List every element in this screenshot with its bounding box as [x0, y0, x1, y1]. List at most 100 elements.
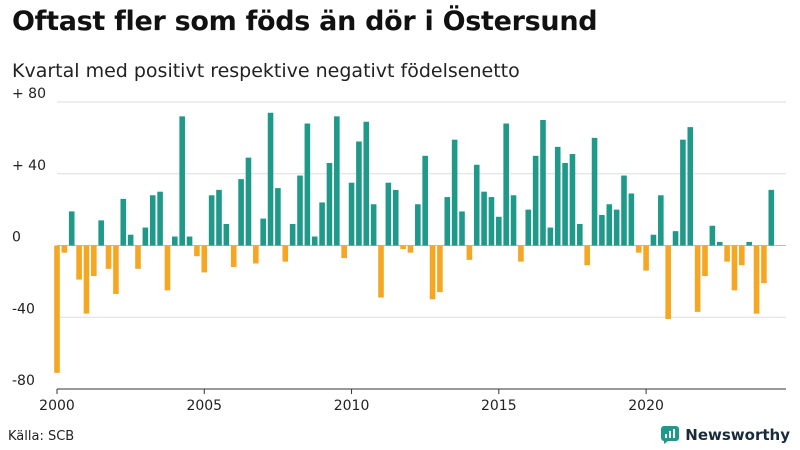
bar [319, 202, 325, 246]
bar [61, 245, 68, 253]
bar [260, 218, 266, 246]
bar [179, 116, 185, 246]
bar [562, 162, 568, 246]
bar [201, 245, 208, 273]
bar [437, 245, 443, 293]
bar [643, 245, 649, 271]
x-tick-label: 2000 [39, 398, 75, 414]
bar [658, 195, 664, 246]
bar [223, 223, 230, 246]
bar [334, 116, 340, 246]
bar [68, 211, 75, 246]
bar [496, 216, 502, 246]
y-tick-label: + 40 [12, 158, 46, 174]
bar [577, 223, 583, 246]
bar [429, 245, 436, 300]
bar [54, 245, 60, 373]
bar [297, 175, 303, 246]
bar [488, 197, 495, 246]
bar [370, 204, 377, 246]
bar [172, 236, 178, 246]
bar [275, 188, 281, 246]
bar [628, 193, 635, 246]
y-axis-ticks: + 80 + 40 0 -40 -80 [12, 86, 46, 389]
bar [230, 245, 237, 268]
bar [415, 204, 421, 246]
x-tick-label: 2015 [481, 398, 517, 414]
bar [709, 225, 716, 246]
bar [356, 141, 362, 246]
bar [378, 245, 384, 298]
bar [400, 245, 406, 250]
bar [518, 245, 524, 262]
bar [569, 154, 576, 246]
bar [127, 234, 134, 246]
bar [98, 220, 104, 246]
bar [547, 227, 554, 246]
bar [444, 197, 451, 246]
bar [135, 245, 141, 269]
bar [554, 146, 561, 246]
bar-chart: + 80 + 40 0 -40 -80 2000 2005 2010 2015 2020 [12, 86, 786, 414]
y-tick-label: -40 [12, 301, 35, 317]
bar [363, 121, 370, 246]
bar [702, 245, 708, 276]
bar [186, 236, 193, 246]
bar [157, 191, 163, 246]
bar [753, 245, 760, 314]
bar [459, 211, 465, 246]
bar [540, 119, 546, 246]
bar [694, 245, 701, 312]
brand-name: Newsworthy [685, 426, 790, 444]
bar [304, 123, 311, 246]
bar [208, 195, 215, 246]
newsworthy-icon [661, 426, 680, 444]
bar [83, 245, 90, 314]
bar [216, 189, 222, 246]
chart-title: Oftast fler som föds än dör i Östersund [12, 6, 598, 37]
bar [245, 157, 252, 246]
bars [54, 112, 775, 373]
bar [650, 234, 657, 246]
bar [481, 191, 487, 246]
x-axis-ticks: 2000 2005 2010 2015 2020 [39, 388, 786, 414]
bar [584, 245, 590, 266]
bar [392, 189, 399, 246]
bar [194, 245, 200, 257]
bar [761, 245, 767, 284]
y-tick-label: -80 [12, 373, 35, 389]
bar [724, 245, 730, 262]
bar [120, 198, 127, 246]
bar [113, 245, 119, 294]
x-tick-label: 2005 [186, 398, 222, 414]
bar [599, 215, 605, 246]
bar [768, 189, 775, 246]
bar [311, 236, 318, 246]
bar [348, 182, 355, 246]
bar [451, 139, 458, 246]
bar [282, 245, 289, 262]
bar [149, 195, 156, 246]
bar [532, 155, 539, 246]
bar [385, 182, 392, 246]
bar [613, 209, 620, 246]
bar [422, 155, 428, 246]
bar [326, 162, 333, 246]
x-tick-label: 2020 [628, 398, 664, 414]
bar [164, 245, 171, 291]
brand-logo: Newsworthy [661, 426, 790, 444]
chart-subtitle: Kvartal med positivt respektive negativt… [12, 60, 520, 82]
bar [606, 204, 613, 246]
bar [267, 112, 274, 246]
bar [665, 245, 671, 320]
bar [731, 245, 738, 291]
bar [503, 123, 509, 246]
bar [253, 245, 259, 264]
y-tick-label: + 80 [12, 86, 46, 102]
bar [91, 245, 97, 276]
bar [341, 245, 347, 259]
bar [591, 137, 598, 246]
bar [739, 245, 745, 266]
bar [525, 209, 532, 246]
bar [635, 245, 642, 253]
